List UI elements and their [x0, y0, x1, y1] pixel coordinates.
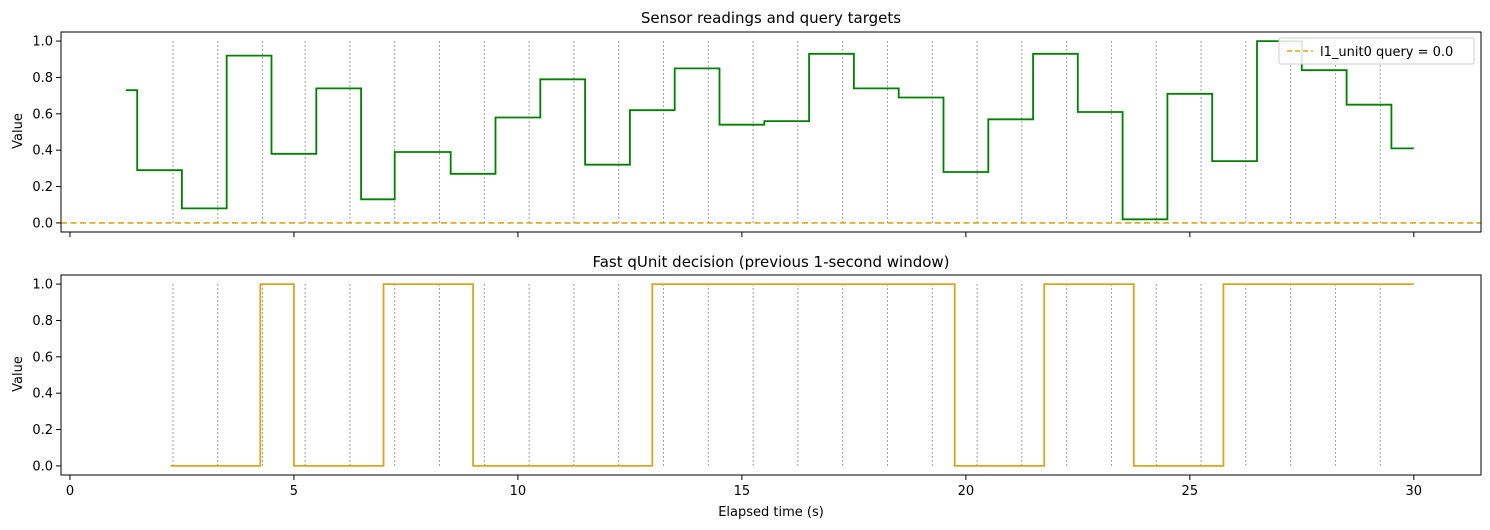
y-tick-label-3: 0.6: [32, 350, 53, 365]
x-tick-label-1: 5: [290, 484, 298, 499]
sensor-plot-area: 0.0 0.2 0.4 0.6 0.8 1.0: [32, 31, 1482, 237]
series-line-0: [170, 283, 1414, 467]
sensor-chart-title: Sensor readings and query targets: [641, 9, 901, 27]
x-tick-label-4: 20: [958, 484, 975, 499]
x-tick-label-3: 15: [734, 484, 751, 499]
legend-label-query: l1_unit0 query = 0.0: [1320, 45, 1453, 60]
sensor-legend: l1_unit0 query = 0.0: [1278, 37, 1475, 65]
qunit-y-axis-label: Value: [11, 356, 26, 392]
series-line-0: [126, 40, 1414, 221]
axes-frame: [60, 274, 1482, 476]
y-tick-label-4: 0.8: [32, 71, 53, 86]
y-tick-label-1: 0.2: [32, 180, 53, 195]
y-tick-label-5: 1.0: [32, 35, 53, 50]
sensor-readings-panel: Sensor readings and query targets Value …: [11, 9, 1482, 237]
y-tick-label-3: 0.6: [32, 107, 53, 122]
axes-frame: [60, 31, 1482, 233]
y-tick-label-0: 0.0: [32, 216, 53, 231]
x-tick-label-5: 25: [1182, 484, 1199, 499]
y-tick-label-0: 0.0: [32, 459, 53, 474]
y-tick-label-2: 0.4: [32, 144, 53, 159]
sensor-y-axis-label: Value: [11, 113, 26, 149]
qunit-plot-area: 0.0 0.2 0.4 0.6 0.8 1.0 0 5 10 15 20 25 30: [32, 274, 1482, 499]
legend-box: [1278, 37, 1475, 65]
x-tick-label-0: 0: [66, 484, 74, 499]
y-tick-label-2: 0.4: [32, 387, 53, 402]
qunit-decision-panel: Fast qUnit decision (previous 1-second w…: [11, 253, 1482, 520]
y-tick-label-1: 0.2: [32, 423, 53, 438]
qunit-chart-title: Fast qUnit decision (previous 1-second w…: [592, 253, 949, 271]
x-tick-label-6: 30: [1406, 484, 1423, 499]
y-tick-label-4: 0.8: [32, 314, 53, 329]
y-tick-label-5: 1.0: [32, 278, 53, 293]
x-tick-label-2: 10: [510, 484, 527, 499]
x-axis-label: Elapsed time (s): [718, 505, 824, 520]
